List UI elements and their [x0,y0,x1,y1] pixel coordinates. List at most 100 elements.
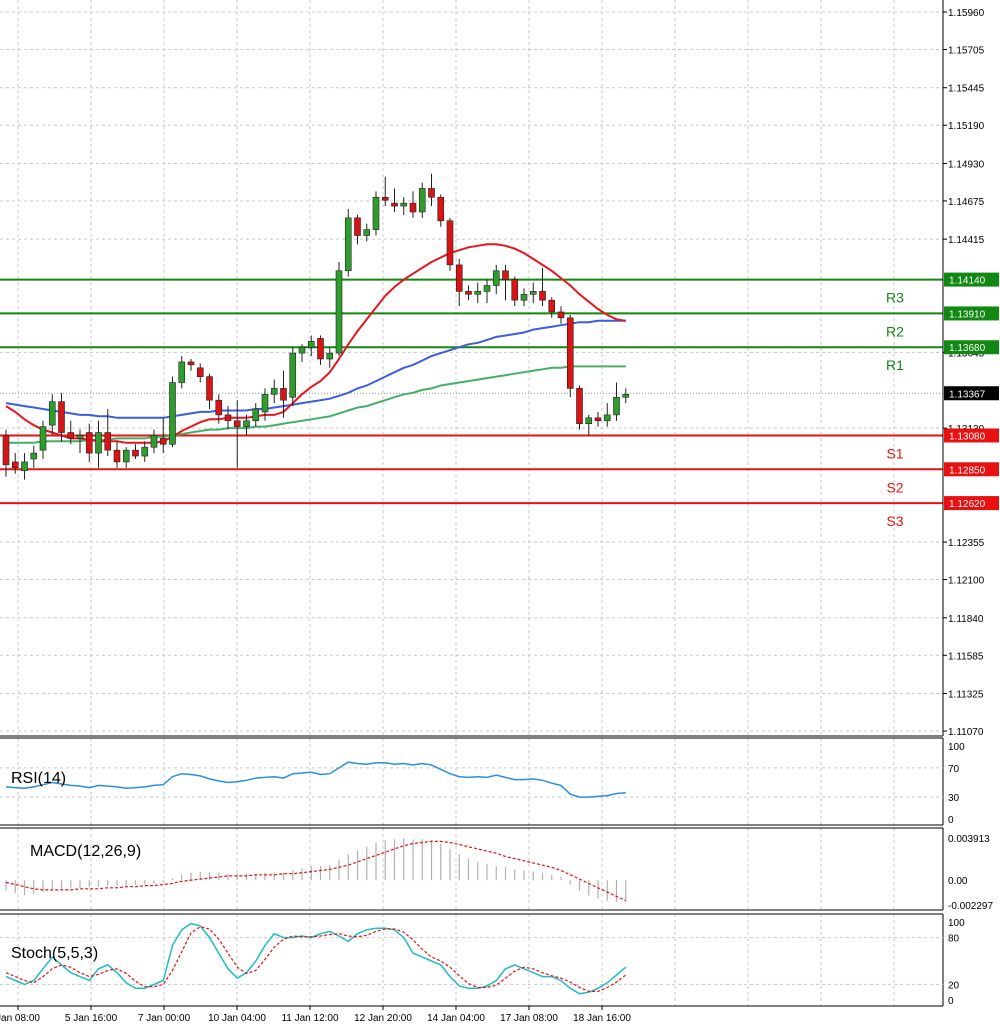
time-tick-label: 14 Jan 04:00 [427,1013,485,1024]
price-tick-label: 1.14675 [948,197,985,208]
macd-tick-label: -0.002297 [948,901,993,912]
candle-body [418,188,426,213]
candle [326,347,334,368]
candle [603,403,611,427]
candle [344,209,352,277]
current-price-tag-label: 1.13367 [949,389,986,400]
candle-body [261,393,269,413]
macd-panel: 0.003913 0.00 -0.002297 MACD(12,26,9) [5,834,993,912]
candle-body [252,408,260,422]
candle [30,445,38,468]
candle [122,447,130,468]
candle-body [474,291,482,295]
candle-body [354,217,361,236]
price-tick-label: 1.15960 [948,8,985,19]
level-price-tag-label: 1.13910 [949,309,986,320]
candle [21,453,28,480]
rsi-line [5,761,626,798]
candle-body [372,196,380,230]
candle-body [363,229,371,236]
candle [613,382,620,421]
ma-mid-line [5,319,626,419]
candle-body [159,438,167,445]
candle [58,392,65,442]
candle-body [622,393,630,398]
candle [557,306,565,324]
candle [576,385,583,430]
level-price-tag [944,496,999,511]
candle [104,408,112,457]
candle [85,423,93,462]
candle-body [187,361,195,366]
candle-body [603,414,611,422]
candle-body [224,414,232,422]
candle-body [585,417,593,424]
candle-body [21,461,28,472]
candle-body [233,420,241,427]
time-tick-label: 11 Jan 12:00 [281,1013,339,1024]
candle [465,285,472,301]
candle [400,197,408,215]
price-panel-grid [0,0,943,1006]
time-tick-label: 12 Jan 20:00 [354,1013,412,1024]
candle [150,429,158,454]
stoch-title: Stoch(5,5,3) [11,945,98,962]
candle [483,279,491,304]
level-price-tag [944,272,999,287]
candle [418,182,426,218]
candle-body [548,299,556,313]
candle [289,347,297,407]
candle [354,214,361,245]
candle-body [11,461,19,469]
candle-body [141,446,149,457]
time-tick-label: 5 Jan 16:00 [65,1013,118,1024]
price-tick-label: 1.15190 [948,121,985,132]
candle-body [30,452,38,460]
candle [529,282,537,304]
candle-body [122,449,130,463]
candle-body [104,432,112,451]
level-price-tag-label: 1.12850 [949,465,986,476]
candle [594,411,602,427]
time-tick-label: 7 Jan 00:00 [138,1013,191,1024]
candle-body [391,202,398,207]
candle-body [539,291,546,301]
candle [391,188,398,212]
time-tick-label: 17 Jan 08:00 [500,1013,558,1024]
candle-body [326,352,334,360]
rsi-tick-label: 30 [948,793,960,804]
candle-body [289,352,297,398]
stoch-tick-label: 80 [948,934,960,945]
level-price-tag-label: 1.14140 [949,276,986,287]
candle [215,394,223,424]
candle [585,414,593,436]
candle [169,376,176,448]
candle-body [132,449,139,457]
price-tick-label: 1.12355 [948,538,985,549]
candle [511,276,519,307]
candle-body [428,188,435,198]
candle-body [317,338,324,360]
candle-body [613,396,620,416]
candle [48,394,56,436]
candle [280,370,287,418]
candle-body [520,294,528,301]
candle-body [280,388,287,401]
price-tick-label: 1.12100 [948,576,985,587]
candle-body [566,317,574,389]
level-label-r2: R2 [886,323,904,339]
candle-body [85,432,93,454]
candle [206,373,213,409]
current-price-tag [944,386,999,401]
macd-tick-label: 0.00 [948,876,968,887]
candle [298,344,306,362]
time-axis: Jan 08:00 5 Jan 16:00 7 Jan 00:00 10 Jan 04… [0,1006,631,1024]
candle [270,379,278,404]
stoch-main-line [5,922,627,995]
candle-body [113,449,121,463]
candle [437,194,445,227]
macd-tick-label: 0.003913 [948,834,990,845]
stoch-signal-line [5,926,627,993]
macd-signal-line [5,840,627,902]
